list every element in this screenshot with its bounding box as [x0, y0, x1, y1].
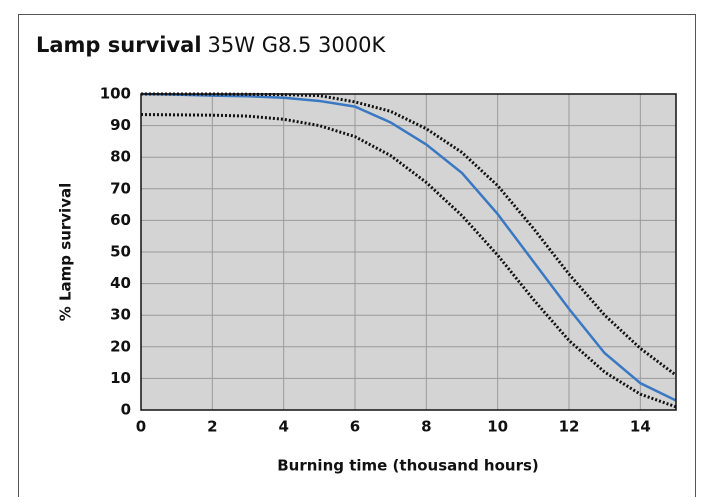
x-tick-label: 10 — [487, 418, 508, 436]
y-tick-label: 10 — [110, 369, 131, 387]
y-tick-label: 70 — [110, 179, 131, 197]
y-tick-label: 90 — [110, 116, 131, 134]
x-tick-label: 4 — [278, 418, 288, 436]
y-tick-label: 50 — [110, 243, 131, 261]
dotted-line — [140, 113, 677, 409]
y-axis-label: % Lamp survival — [57, 183, 75, 322]
plot-border — [140, 93, 677, 411]
y-tick-label: 20 — [110, 337, 131, 355]
y-tick-label: 0 — [121, 401, 131, 419]
chart-subtitle: 35W G8.5 3000K — [208, 33, 387, 57]
frame — [18, 14, 696, 501]
line — [140, 92, 677, 402]
y-tick-label: 30 — [110, 306, 131, 324]
x-tick-label: 6 — [350, 418, 360, 436]
x-tick-label: 8 — [421, 418, 431, 436]
x-axis-label: Burning time (thousand hours) — [277, 457, 539, 475]
y-tick-label: 40 — [110, 274, 131, 292]
y-tick-label: 100 — [100, 85, 131, 103]
chart-title-group: Lamp survival 35W G8.5 3000K — [36, 33, 386, 57]
chart-title: Lamp survival — [36, 33, 202, 57]
x-tick-label: 12 — [559, 418, 580, 436]
x-tick-label: 2 — [207, 418, 217, 436]
y-tick-label: 60 — [110, 211, 131, 229]
x-tick-label: 14 — [630, 418, 651, 436]
x-tick-label: 0 — [136, 418, 146, 436]
y-tick-label: 80 — [110, 148, 131, 166]
